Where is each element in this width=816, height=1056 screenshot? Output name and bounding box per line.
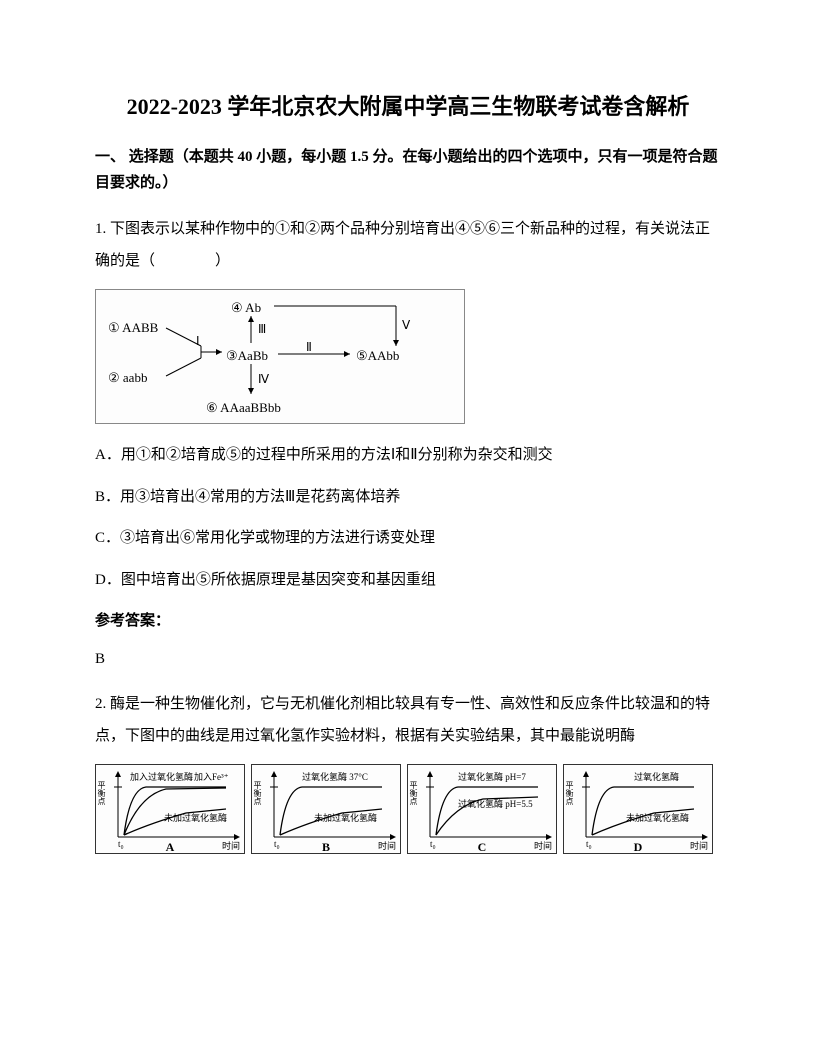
chart-a-ylabel: 平衡点 bbox=[96, 781, 107, 805]
chart-a-mid: 未加过氧化氢酶 bbox=[164, 811, 227, 824]
chart-c-line1: 过氧化氢酶 pH=7 bbox=[458, 770, 526, 783]
chart-a-x0: t₀ bbox=[118, 839, 124, 849]
charts-row: 加入过氧化氢酶 加入Fe³⁺ 未加过氧化氢酶 平衡点 t₀ 时间 A 过氧化氢酶… bbox=[95, 764, 721, 854]
q1-option-d: D．图中培育出⑤所依据原理是基因突变和基因重组 bbox=[95, 565, 721, 597]
q1-answer: B bbox=[95, 644, 721, 676]
roman-4: Ⅳ bbox=[258, 372, 269, 387]
q2-text: 2. 酶是一种生物催化剂，它与无机催化剂相比较具有专一性、高效性和反应条件比较温… bbox=[95, 689, 721, 752]
roman-3: Ⅲ bbox=[258, 322, 266, 337]
chart-d-line1: 过氧化氢酶 bbox=[634, 770, 679, 783]
chart-b-line1: 过氧化氢酶 37°C bbox=[302, 770, 368, 783]
q1-option-b: B．用③培育出④常用的方法Ⅲ是花药离体培养 bbox=[95, 482, 721, 514]
chart-b-x0: t₀ bbox=[274, 839, 280, 849]
chart-a-line1: 加入过氧化氢酶 bbox=[130, 770, 193, 783]
chart-c-xlabel: 时间 bbox=[534, 839, 552, 852]
exam-title: 2022-2023 学年北京农大附属中学高三生物联考试卷含解析 bbox=[95, 90, 721, 123]
chart-b: 过氧化氢酶 37°C 未加过氧化氢酶 平衡点 t₀ 时间 B bbox=[251, 764, 401, 854]
chart-d-mid: 未加过氧化氢酶 bbox=[626, 811, 689, 824]
q1-diagram: ① AABB ② aabb ③AaBb ④ Ab ⑤AAbb ⑥ AAaaBBb… bbox=[95, 289, 465, 424]
chart-b-mid: 未加过氧化氢酶 bbox=[314, 811, 377, 824]
roman-1: Ⅰ bbox=[196, 334, 200, 349]
chart-c-ylabel: 平衡点 bbox=[408, 781, 419, 805]
chart-a-line2: 加入Fe³⁺ bbox=[194, 770, 228, 783]
chart-b-xlabel: 时间 bbox=[378, 839, 396, 852]
roman-2: Ⅱ bbox=[306, 340, 312, 355]
chart-d-xlabel: 时间 bbox=[690, 839, 708, 852]
q1-option-c: C．③培育出⑥常用化学或物理的方法进行诱变处理 bbox=[95, 523, 721, 555]
q1-option-a: A．用①和②培育成⑤的过程中所采用的方法Ⅰ和Ⅱ分别称为杂交和测交 bbox=[95, 440, 721, 472]
chart-a-xlabel: 时间 bbox=[222, 839, 240, 852]
chart-c-letter: C bbox=[478, 840, 487, 855]
chart-b-letter: B bbox=[322, 840, 330, 855]
answer-label: 参考答案： bbox=[95, 606, 721, 638]
chart-a: 加入过氧化氢酶 加入Fe³⁺ 未加过氧化氢酶 平衡点 t₀ 时间 A bbox=[95, 764, 245, 854]
chart-d-x0: t₀ bbox=[586, 839, 592, 849]
chart-c-x0: t₀ bbox=[430, 839, 436, 849]
chart-d-ylabel: 平衡点 bbox=[564, 781, 575, 805]
roman-5: Ⅴ bbox=[402, 318, 410, 333]
chart-c: 过氧化氢酶 pH=7 过氧化氢酶 pH=5.5 平衡点 t₀ 时间 C bbox=[407, 764, 557, 854]
chart-c-mid: 过氧化氢酶 pH=5.5 bbox=[458, 797, 533, 810]
section-header: 一、 选择题（本题共 40 小题，每小题 1.5 分。在每小题给出的四个选项中，… bbox=[95, 145, 721, 196]
diagram-lines bbox=[96, 290, 464, 423]
chart-d: 过氧化氢酶 未加过氧化氢酶 平衡点 t₀ 时间 D bbox=[563, 764, 713, 854]
chart-d-letter: D bbox=[634, 840, 643, 855]
q1-text: 1. 下图表示以某种作物中的①和②两个品种分别培育出④⑤⑥三个新品种的过程，有关… bbox=[95, 214, 721, 277]
chart-a-letter: A bbox=[166, 840, 175, 855]
chart-b-ylabel: 平衡点 bbox=[252, 781, 263, 805]
